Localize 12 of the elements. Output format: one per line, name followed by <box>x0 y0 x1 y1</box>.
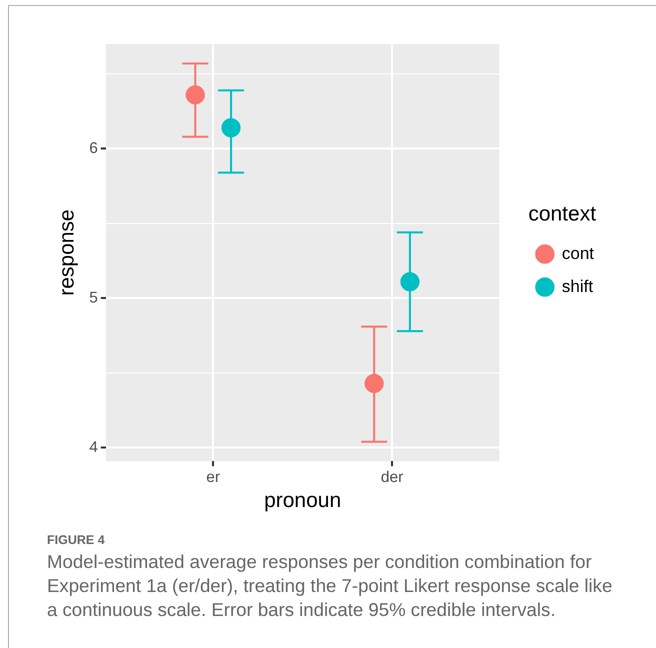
y-axis-title: response <box>55 209 78 296</box>
y-tick-label: 5 <box>89 289 98 306</box>
text: Model-estimated average responses per condition combination for Experiment 1a (er/der), treating the 7-point Likert response scale like a continuous scale. Error bars indicate 95% credible intervals. <box>47 550 614 622</box>
x-tick-label: er <box>206 468 220 486</box>
y-tick-label: 4 <box>89 439 98 456</box>
x-axis-title: pronoun <box>264 489 342 512</box>
caption: FIGURE 4 <box>47 533 106 547</box>
legend-title: context <box>528 202 596 226</box>
x-tick-label: der <box>380 468 404 486</box>
y-tick-label: 6 <box>89 140 98 157</box>
legend-label: shift <box>562 276 594 296</box>
legend-label: cont <box>562 244 594 263</box>
